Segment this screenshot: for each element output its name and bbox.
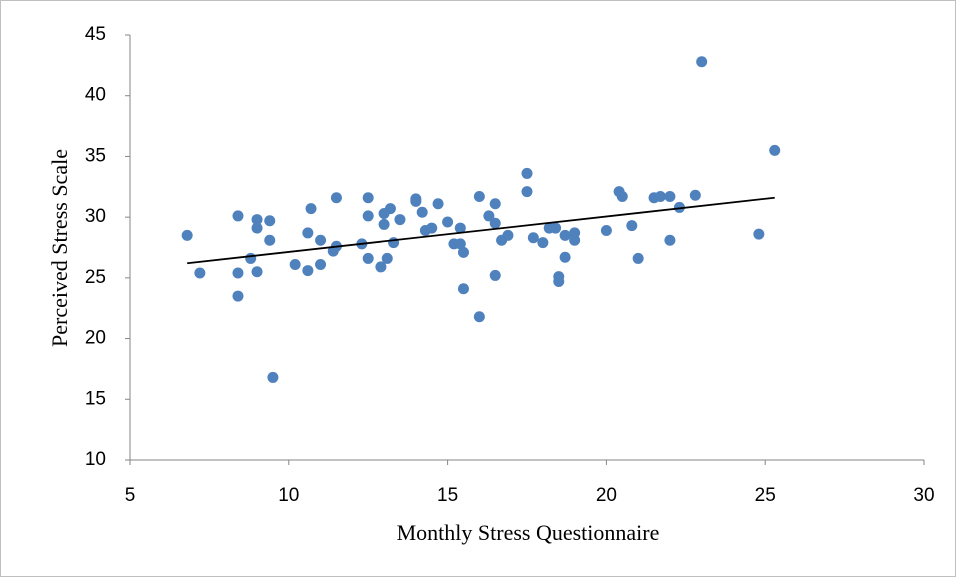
point — [483, 210, 495, 222]
point — [521, 186, 533, 198]
x-tick-label: 30 — [913, 485, 934, 506]
point — [264, 215, 276, 227]
point — [416, 206, 428, 218]
point — [181, 229, 193, 241]
point — [769, 144, 781, 156]
x-tick-label: 5 — [125, 485, 136, 506]
point — [251, 222, 263, 234]
point — [664, 191, 676, 202]
point — [362, 252, 374, 264]
point — [632, 252, 644, 264]
point — [330, 192, 342, 204]
point — [245, 252, 257, 264]
y-tick-label: 45 — [85, 24, 106, 45]
point — [473, 191, 485, 202]
point — [232, 210, 244, 222]
point — [384, 203, 396, 215]
point — [696, 56, 708, 68]
point — [251, 214, 263, 226]
point — [654, 191, 666, 202]
point — [753, 228, 765, 240]
point — [232, 267, 244, 279]
point — [689, 189, 701, 201]
point — [362, 192, 374, 204]
point — [251, 266, 263, 278]
y-tick-label: 35 — [85, 145, 106, 166]
point — [305, 203, 317, 215]
point — [375, 261, 387, 273]
x-axis-title: Monthly Stress Questionnaire — [397, 520, 660, 545]
trendline — [187, 196, 775, 265]
point — [378, 218, 390, 230]
point — [388, 237, 400, 249]
point — [289, 259, 301, 270]
point — [673, 201, 685, 213]
y-tick-label: 30 — [85, 206, 106, 227]
point — [521, 167, 533, 179]
point — [454, 238, 466, 250]
point — [410, 195, 422, 207]
point — [569, 234, 581, 246]
point — [264, 234, 276, 246]
point — [559, 229, 571, 241]
point — [626, 220, 638, 232]
x-tick-label: 10 — [278, 485, 299, 506]
y-tick-label: 40 — [85, 85, 106, 106]
point — [664, 234, 676, 246]
point — [527, 232, 539, 244]
point — [600, 225, 612, 236]
y-axis-title: Perceived Stress Scale — [47, 149, 72, 347]
point — [559, 251, 571, 263]
point — [489, 198, 501, 210]
point — [616, 191, 628, 202]
point — [426, 222, 438, 234]
y-tick-label: 15 — [85, 388, 106, 409]
point — [362, 210, 374, 222]
x-tick-label: 15 — [437, 485, 458, 506]
point — [315, 234, 327, 246]
point — [302, 227, 314, 239]
point — [394, 214, 406, 226]
x-tick-label: 25 — [755, 485, 776, 506]
point — [473, 311, 485, 323]
point — [550, 222, 562, 234]
point — [537, 237, 549, 249]
point — [457, 246, 469, 258]
point — [267, 371, 279, 383]
point — [194, 267, 206, 279]
point — [502, 229, 514, 241]
point — [553, 276, 565, 287]
x-tick-label: 20 — [596, 485, 617, 506]
point — [432, 198, 444, 210]
point — [457, 283, 469, 295]
point — [232, 290, 244, 302]
point — [454, 222, 466, 234]
point — [489, 217, 501, 229]
point — [442, 216, 454, 228]
point — [302, 265, 314, 277]
point — [315, 259, 327, 270]
y-tick-label: 20 — [85, 328, 106, 349]
point — [489, 269, 501, 281]
point — [381, 252, 393, 264]
y-tick-label: 10 — [85, 449, 106, 470]
y-tick-label: 25 — [85, 267, 106, 288]
